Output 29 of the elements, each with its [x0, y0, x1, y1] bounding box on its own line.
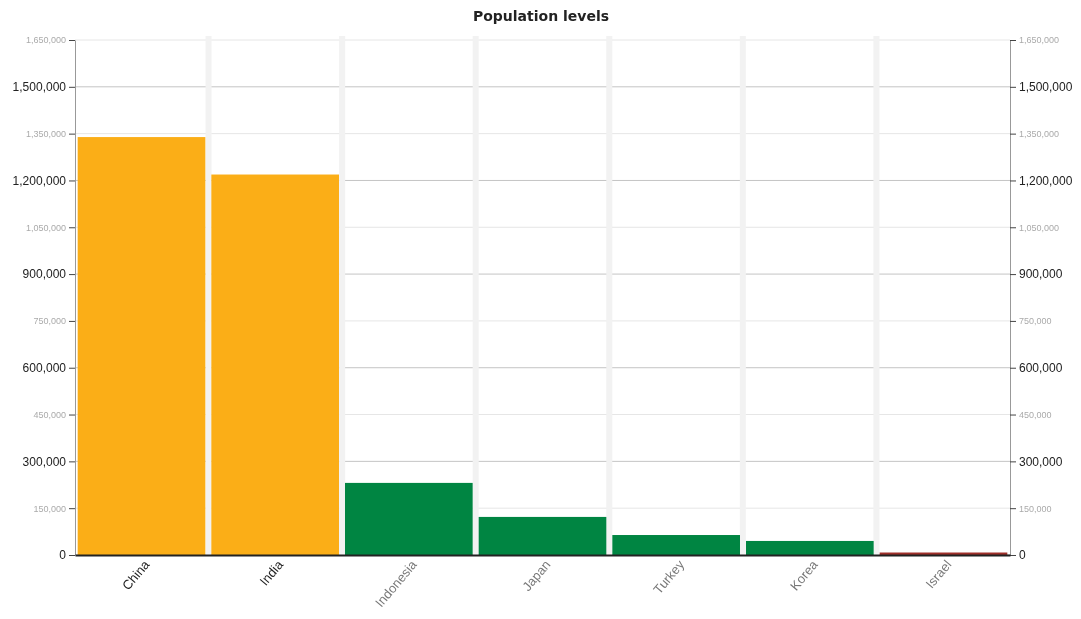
- y2-tick-label: 900,000: [1019, 267, 1063, 282]
- y2-tick-label: 0: [1019, 548, 1026, 563]
- y2-tick-label: 1,050,000: [1019, 222, 1060, 233]
- y2-tick-label: 450,000: [1019, 409, 1052, 420]
- y-tick-label: 600,000: [22, 361, 67, 376]
- y-tick-label: 1,200,000: [12, 173, 67, 188]
- chart-title: Population levels: [472, 8, 610, 24]
- y2-tick-label: 1,200,000: [1019, 173, 1073, 188]
- y2-tick-label: 1,500,000: [1019, 80, 1073, 95]
- bar: [345, 482, 473, 555]
- y-tick-label: 300,000: [22, 454, 67, 469]
- y-tick-label: 1,050,000: [25, 222, 66, 233]
- bar: [478, 516, 607, 555]
- y-tick-label: 900,000: [22, 267, 67, 282]
- y2-tick-label: 1,350,000: [1019, 129, 1060, 140]
- bar: [746, 540, 874, 555]
- y2-tick-label: 600,000: [1019, 361, 1063, 376]
- y2-tick-label: 300,000: [1019, 454, 1063, 469]
- y-tick-label: 1,650,000: [25, 35, 66, 46]
- y2-tick-label: 150,000: [1019, 503, 1052, 514]
- y-tick-label: 750,000: [33, 316, 66, 327]
- y-tick-label: 1,500,000: [12, 80, 67, 95]
- bar: [612, 535, 740, 555]
- y-tick-label: 450,000: [33, 409, 66, 420]
- y2-tick-label: 1,650,000: [1019, 35, 1060, 46]
- y-tick-label: 0: [59, 548, 67, 563]
- y-tick-label: 1,350,000: [25, 129, 66, 140]
- y-tick-label: 150,000: [33, 503, 66, 514]
- y2-tick-label: 750,000: [1019, 316, 1052, 327]
